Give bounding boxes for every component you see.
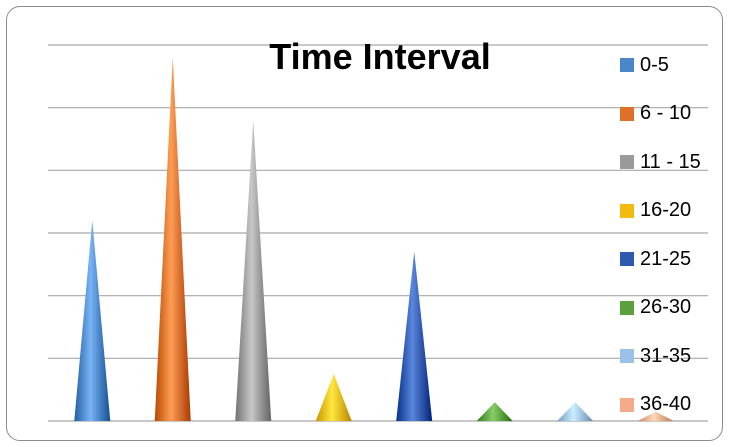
legend-swatch <box>620 155 634 169</box>
legend-item: 31-35 <box>620 343 691 369</box>
chart-frame <box>6 6 723 441</box>
cone-26-30 <box>476 402 513 421</box>
legend-swatch <box>620 349 634 363</box>
legend-label: 16-20 <box>640 199 692 221</box>
legend-item: 6 - 10 <box>620 101 691 127</box>
legend-item: 16-20 <box>620 198 691 224</box>
chart-title: Time Interval <box>269 36 491 77</box>
legend-item: 36-40 <box>620 392 691 418</box>
legend-label: 26-30 <box>640 296 692 318</box>
legend-swatch <box>620 300 634 315</box>
cone-16-20 <box>315 374 352 421</box>
legend-swatch <box>620 58 634 72</box>
cone-36-40 <box>637 411 674 421</box>
legend-swatch <box>620 203 634 218</box>
legend-label: 36-40 <box>640 393 692 415</box>
legend-label: 31-35 <box>640 344 692 367</box>
legend-label: 11 - 15 <box>640 150 701 173</box>
legend-label: 21-25 <box>640 247 692 270</box>
legend-swatch <box>620 252 634 266</box>
legend-item: 26-30 <box>620 295 691 321</box>
legend-item: 21-25 <box>620 246 691 272</box>
legend-swatch <box>620 106 634 121</box>
legend-label: 0-5 <box>640 53 669 76</box>
legend-item: 0-5 <box>620 52 669 78</box>
cone-21-25 <box>396 251 433 421</box>
cone-6-10 <box>154 57 191 422</box>
legend-swatch <box>620 397 634 412</box>
legend-label: 6 - 10 <box>640 102 692 124</box>
legend-item: 11 - 15 <box>620 149 701 175</box>
cone-31-35 <box>557 402 594 421</box>
cone-0-5 <box>74 220 111 421</box>
cone-11-15 <box>235 120 272 421</box>
